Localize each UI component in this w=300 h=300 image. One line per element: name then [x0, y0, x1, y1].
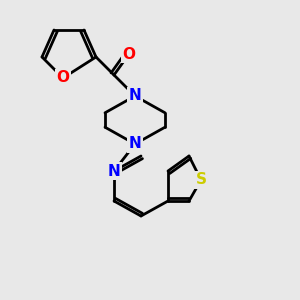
Text: S: S: [196, 172, 206, 188]
Text: O: O: [56, 70, 70, 86]
Text: N: N: [129, 88, 141, 104]
Text: O: O: [122, 46, 136, 62]
Text: N: N: [108, 164, 120, 178]
Text: N: N: [129, 136, 141, 152]
